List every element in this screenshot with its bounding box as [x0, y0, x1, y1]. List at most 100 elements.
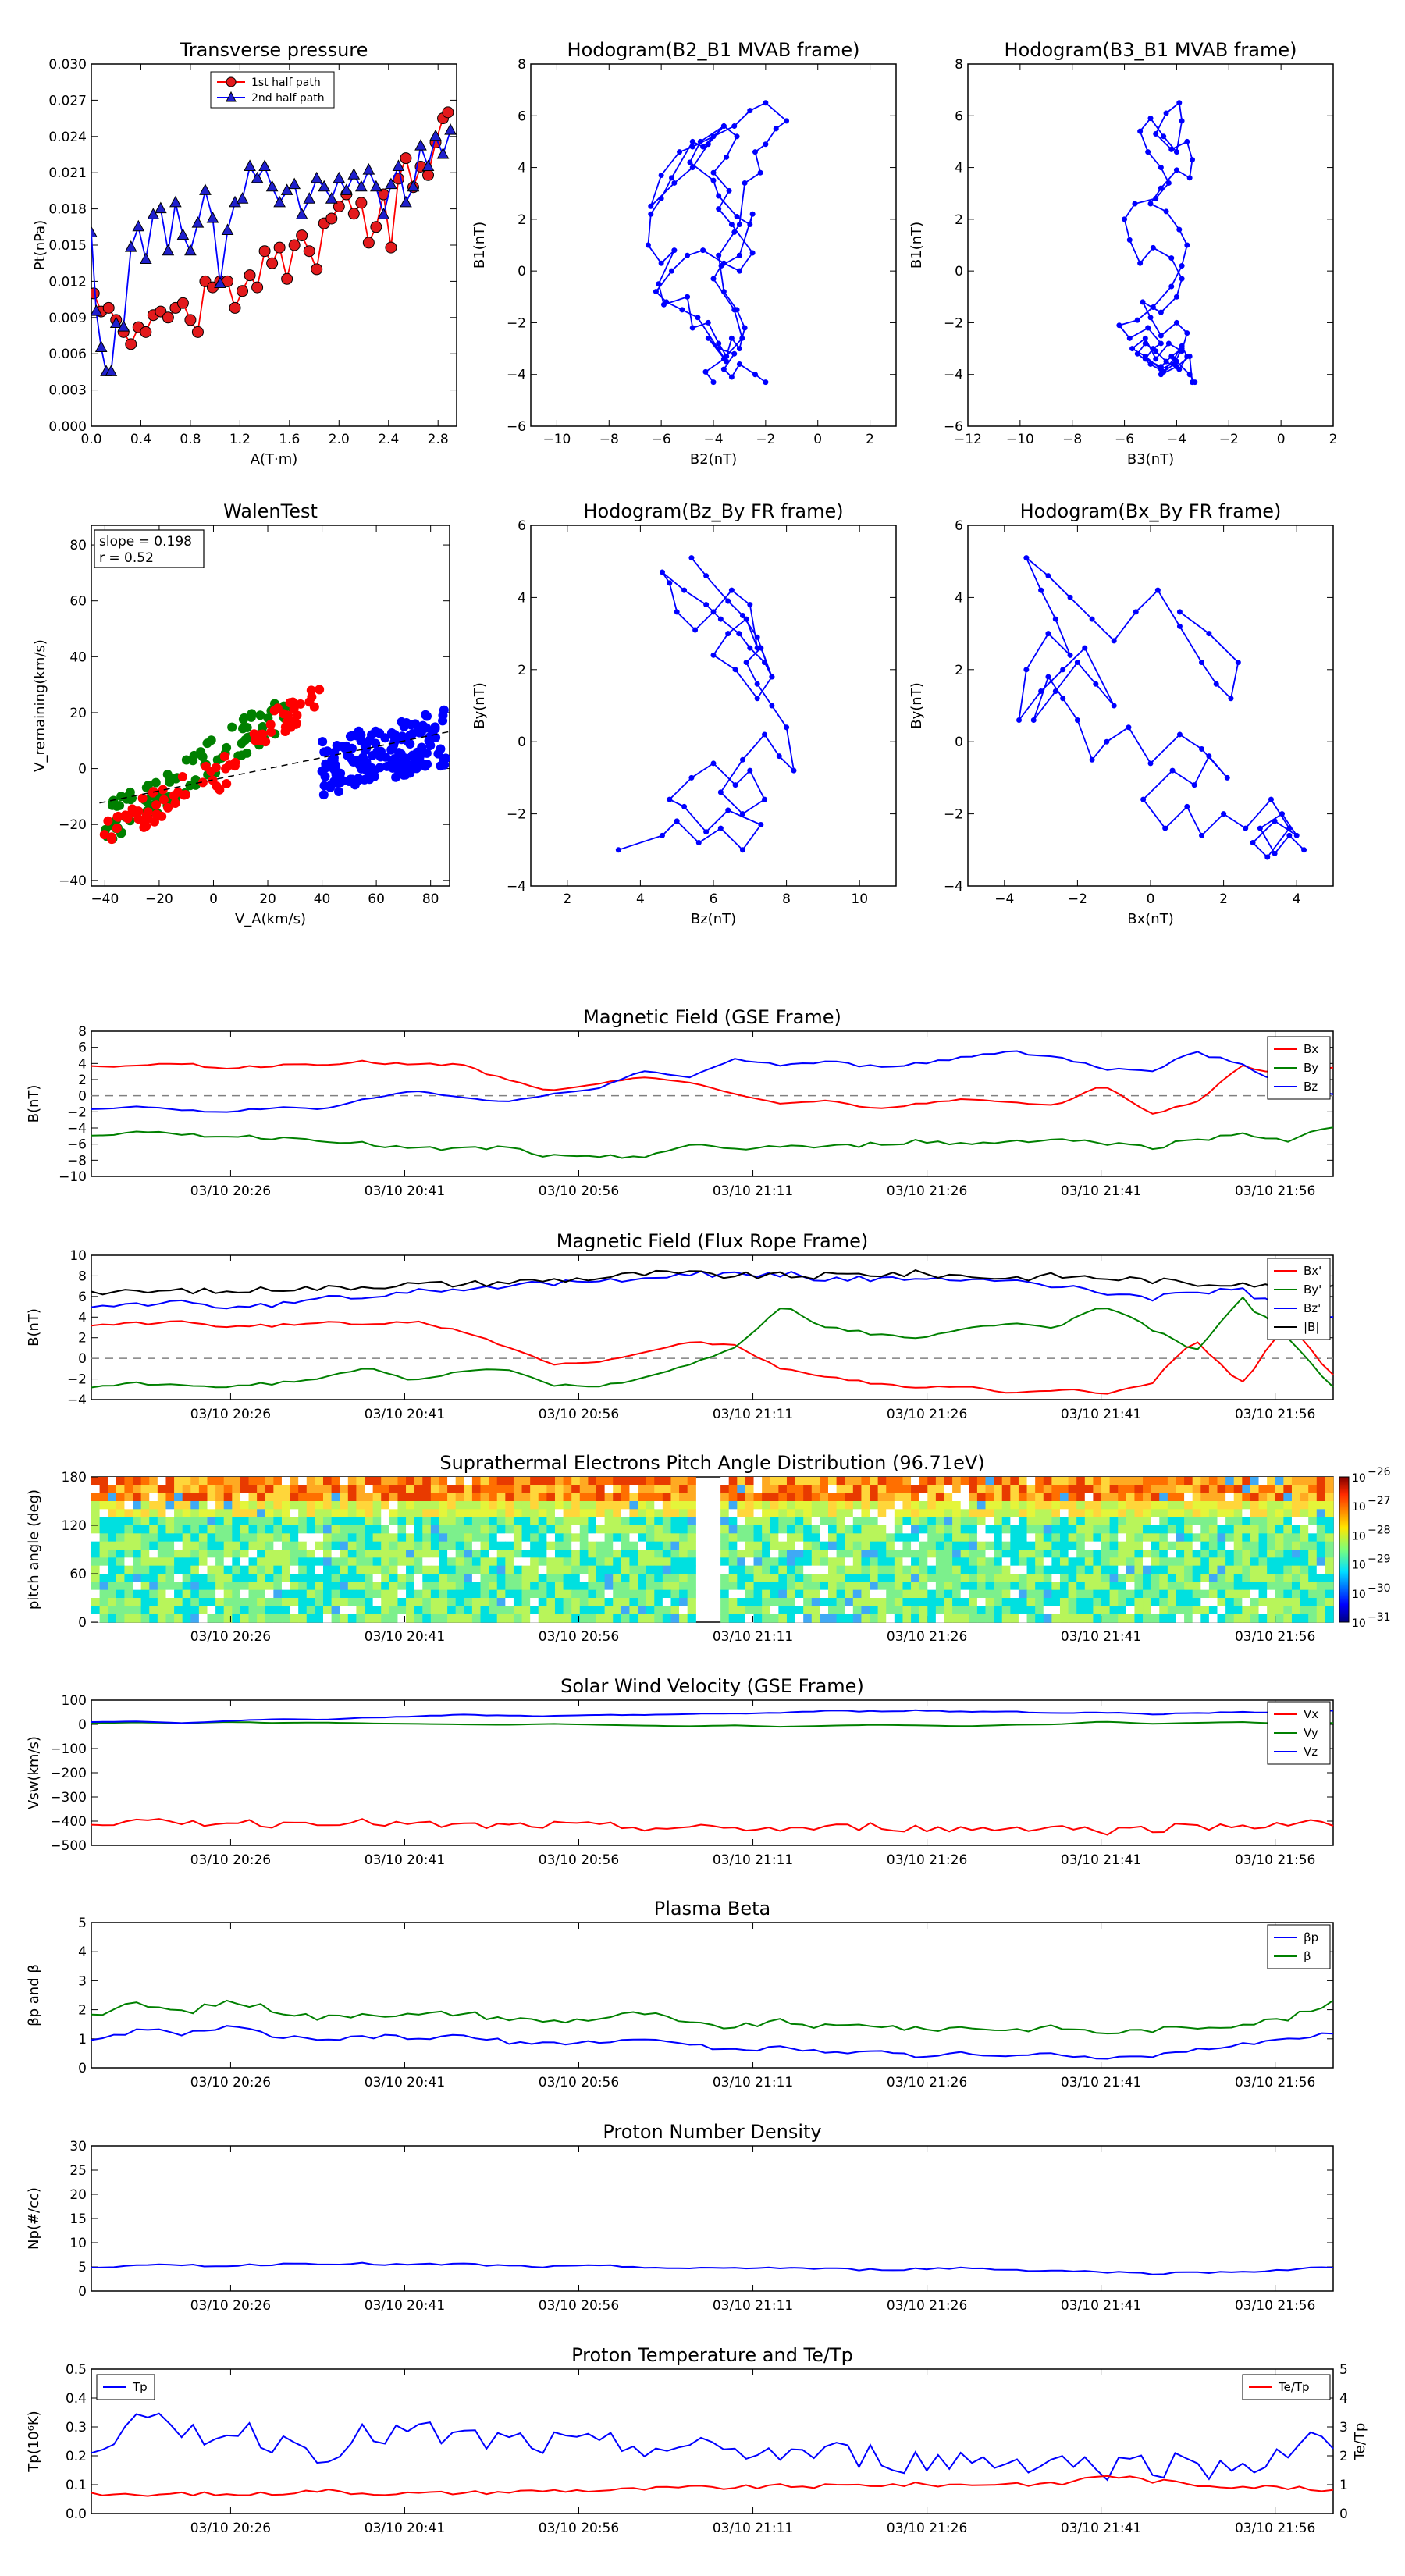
heatmap-cell	[563, 1565, 572, 1574]
heatmap-cell	[521, 1477, 531, 1485]
data-point	[687, 159, 693, 165]
heatmap-cell	[1126, 1525, 1136, 1534]
data-point	[752, 372, 758, 378]
heatmap-cell	[331, 1550, 340, 1558]
scatter-point	[163, 802, 173, 813]
data-point	[214, 276, 226, 288]
heatmap-cell	[1018, 1557, 1028, 1567]
heatmap-cell	[521, 1493, 531, 1502]
heatmap-cell	[588, 1493, 597, 1502]
heatmap-cell	[414, 1606, 423, 1615]
heatmap-cell	[613, 1485, 622, 1494]
heatmap-cell	[836, 1525, 845, 1534]
heatmap-cell	[1258, 1541, 1268, 1550]
heatmap-cell	[1093, 1477, 1102, 1485]
chart-title: WalenTest	[223, 500, 318, 522]
heatmap-cell	[1267, 1565, 1276, 1574]
legend-label: Bx'	[1304, 1264, 1321, 1278]
heatmap-cell	[273, 1598, 283, 1606]
heatmap-cell	[1035, 1582, 1044, 1591]
data-point	[1191, 782, 1197, 788]
heatmap-cell	[347, 1477, 357, 1485]
heatmap-cell	[745, 1614, 755, 1623]
heatmap-cell	[248, 1574, 258, 1582]
heatmap-cell	[240, 1493, 250, 1502]
heatmap-cell	[1084, 1533, 1094, 1542]
data-point	[251, 281, 264, 294]
heatmap-cell	[753, 1574, 763, 1582]
heatmap-cell	[315, 1493, 324, 1502]
heatmap-cell	[786, 1614, 796, 1623]
heatmap-cell	[1043, 1574, 1052, 1582]
heatmap-cell	[265, 1582, 274, 1591]
heatmap-cell	[133, 1565, 142, 1574]
heatmap-cell	[687, 1477, 696, 1485]
heatmap-cell	[281, 1606, 291, 1615]
heatmap-cell	[728, 1589, 738, 1599]
heatmap-cell	[190, 1565, 200, 1574]
heatmap-cell	[554, 1501, 564, 1510]
data-point	[695, 840, 702, 846]
heatmap-cell	[439, 1533, 448, 1542]
heatmap-cell	[422, 1582, 432, 1591]
heatmap-cell	[1010, 1614, 1019, 1623]
heatmap-cell	[133, 1517, 142, 1526]
heatmap-cell	[298, 1493, 308, 1502]
heatmap-cell	[745, 1485, 755, 1494]
y-tick-label: 80	[69, 538, 87, 553]
heatmap-cell	[406, 1485, 415, 1494]
heatmap-cell	[745, 1574, 755, 1582]
heatmap-cell	[265, 1485, 274, 1494]
heatmap-cell	[1159, 1598, 1168, 1606]
heatmap-cell	[140, 1589, 150, 1599]
heatmap-cell	[911, 1509, 920, 1518]
heatmap-cell	[1134, 1550, 1144, 1558]
heatmap-cell	[108, 1533, 117, 1542]
heatmap-cell	[257, 1509, 266, 1518]
data-point	[660, 301, 667, 308]
heatmap-cell	[248, 1589, 258, 1599]
heatmap-cell	[886, 1541, 895, 1550]
heatmap-cell	[1043, 1533, 1052, 1542]
y-tick-label: 2	[78, 1073, 87, 1088]
heatmap-cell	[365, 1550, 374, 1558]
heatmap-cell	[207, 1550, 216, 1558]
heatmap-cell	[1159, 1582, 1168, 1591]
heatmap-cell	[588, 1565, 597, 1574]
heatmap-cell	[1225, 1493, 1235, 1502]
scatter-point	[197, 777, 208, 788]
data-point	[658, 195, 664, 201]
heatmap-cell	[579, 1485, 589, 1494]
heatmap-cell	[613, 1501, 622, 1510]
heatmap-cell	[1200, 1557, 1210, 1567]
heatmap-cell	[1208, 1557, 1218, 1567]
heatmap-cell	[1026, 1614, 1036, 1623]
heatmap-cell	[281, 1477, 291, 1485]
x-axis-label: Bz(nT)	[691, 911, 736, 927]
heatmap-cell	[1010, 1565, 1019, 1574]
heatmap-cell	[1300, 1598, 1309, 1606]
scatter-point	[237, 738, 247, 749]
heatmap-cell	[471, 1550, 482, 1558]
heatmap-cell	[919, 1557, 928, 1567]
heatmap-cell	[91, 1493, 101, 1502]
heatmap-cell	[1001, 1598, 1011, 1606]
heatmap-cell	[836, 1565, 845, 1574]
heatmap-cell	[198, 1509, 208, 1518]
heatmap-cell	[861, 1541, 870, 1550]
heatmap-cell	[290, 1493, 299, 1502]
heatmap-cell	[215, 1517, 225, 1526]
heatmap-cell	[820, 1541, 829, 1550]
heatmap-cell	[430, 1589, 440, 1599]
heatmap-cell	[223, 1517, 233, 1526]
heatmap-cell	[1035, 1533, 1044, 1542]
heatmap-cell	[1208, 1525, 1218, 1534]
heatmap-cell	[108, 1550, 117, 1558]
colorbar-tick-exp: −30	[1368, 1582, 1391, 1595]
heatmap-cell	[638, 1533, 647, 1542]
heatmap-cell	[770, 1493, 779, 1502]
heatmap-cell	[1018, 1565, 1028, 1574]
heatmap-cell	[248, 1485, 258, 1494]
heatmap-cell	[662, 1574, 672, 1582]
heatmap-cell	[198, 1589, 208, 1599]
